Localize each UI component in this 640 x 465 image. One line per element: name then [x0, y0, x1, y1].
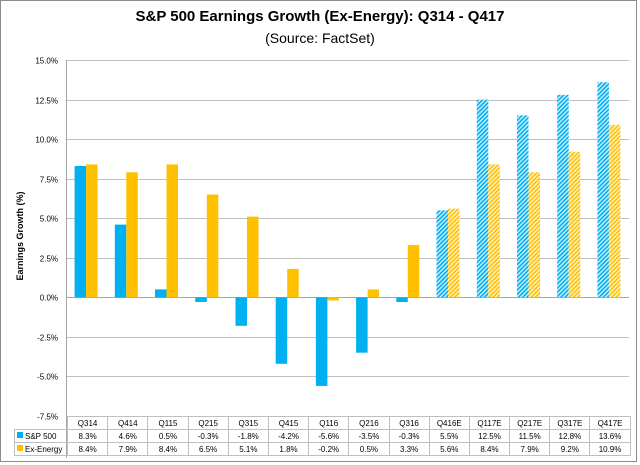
data-table-cell: 5.6% [428, 442, 470, 456]
y-tick-label: -5.0% [37, 373, 58, 382]
bar-ex-energy-q116 [327, 297, 339, 301]
y-tick-label: -2.5% [37, 334, 58, 343]
legend-swatch-ex-energy [17, 445, 23, 452]
bar-ex-energy-q416e [448, 208, 460, 298]
bar-s-p-500-q215 [195, 297, 207, 302]
bar-ex-energy-q414 [126, 172, 138, 298]
data-table-cell: 8.4% [147, 442, 189, 456]
data-table-cell: -5.6% [308, 429, 350, 443]
chart-title: S&P 500 Earnings Growth (Ex-Energy): Q31… [135, 8, 505, 25]
x-tick-label: Q215 [187, 416, 229, 430]
data-table-corner [14, 416, 68, 430]
y-tick-label: 15.0% [35, 57, 58, 66]
data-table-cell: -0.2% [308, 442, 350, 456]
y-tick-label: 5.0% [40, 215, 58, 224]
bar-s-p-500-q116 [315, 297, 328, 386]
data-table-cell: 6.5% [187, 442, 229, 456]
bar-s-p-500-q314 [74, 166, 87, 298]
legend-swatch-sp500 [17, 432, 23, 439]
bar-ex-energy-q215 [206, 194, 219, 298]
data-table-cell: -0.3% [187, 429, 229, 443]
data-table-header-row: Q314 Q414 Q115 Q215 Q315 Q415 Q116 Q216 Q316 Q416… [14, 416, 631, 430]
legend-entry-sp500: S&P 500 [14, 429, 68, 443]
y-tick-label: 10.0% [35, 136, 58, 145]
bar-ex-energy-q314 [86, 164, 98, 298]
data-table-cell: 9.2% [549, 442, 591, 456]
legend-label: Ex-Energy [25, 444, 63, 454]
bar-s-p-500-q414 [114, 224, 127, 298]
data-table-cell: 13.6% [589, 429, 631, 443]
legend-entry-ex-energy: Ex-Energy [14, 442, 68, 456]
bar-s-p-500-q217e [517, 115, 529, 298]
bar-s-p-500-q316 [396, 297, 408, 302]
bar-s-p-500-q216 [356, 297, 368, 353]
x-tick-label: Q117E [468, 416, 511, 430]
chart-subtitle: (Source: FactSet) [265, 30, 375, 46]
y-tick-label: 0.0% [40, 294, 58, 303]
data-table-row: S&P 500 8.3% 4.6% 0.5% -0.3% -1.8% -4.2% -5.6%… [14, 429, 631, 443]
bar-ex-energy-q217e [528, 172, 540, 298]
y-tick-label: 7.5% [40, 176, 58, 185]
x-tick-label: Q417E [589, 416, 631, 430]
data-table-cell: 8.4% [468, 442, 511, 456]
data-table-cell: 4.6% [107, 429, 149, 443]
bar-ex-energy-q417e [608, 124, 621, 298]
data-table: Q314 Q414 Q115 Q215 Q315 Q415 Q116 Q216 Q316 Q416… [14, 416, 631, 456]
bar-ex-energy-q415 [287, 268, 299, 298]
data-table-cell: 11.5% [509, 429, 551, 443]
bars [74, 82, 621, 386]
x-tick-label: Q116 [308, 416, 350, 430]
data-table-cell: -4.2% [267, 429, 310, 443]
gridlines [66, 60, 629, 417]
data-table-cell: 8.3% [66, 429, 109, 443]
data-table-cell: 12.5% [468, 429, 511, 443]
x-tick-label: Q317E [549, 416, 591, 430]
data-table-cell: -3.5% [348, 429, 390, 443]
bar-s-p-500-q417e [597, 82, 609, 298]
bar-ex-energy-q316 [407, 245, 420, 298]
data-table-cell: -0.3% [388, 429, 430, 443]
x-tick-label: Q414 [107, 416, 149, 430]
data-table-cell: 0.5% [348, 442, 390, 456]
x-tick-label: Q217E [509, 416, 551, 430]
bar-ex-energy-q315 [247, 216, 259, 298]
legend-label: S&P 500 [25, 431, 57, 441]
bar-ex-energy-q216 [367, 289, 380, 298]
bar-s-p-500-q117e [476, 99, 489, 298]
data-table-cell: 0.5% [147, 429, 189, 443]
data-table-cell: -1.8% [227, 429, 269, 443]
x-tick-label: Q415 [267, 416, 310, 430]
x-tick-label: Q416E [428, 416, 470, 430]
bar-ex-energy-q317e [568, 151, 581, 298]
data-table-cell: 8.4% [66, 442, 109, 456]
data-table-cell: 10.9% [589, 442, 631, 456]
data-table-cell: 7.9% [509, 442, 551, 456]
bar-s-p-500-q416e [436, 210, 448, 298]
x-tick-label: Q316 [388, 416, 430, 430]
data-table-cell: 5.1% [227, 442, 269, 456]
y-tick-labels: 15.0% 12.5% 10.0% 7.5% 5.0% 2.5% 0.0% -2.5% -5.0… [35, 57, 58, 422]
data-table-cell: 7.9% [107, 442, 149, 456]
bar-ex-energy-q117e [488, 164, 500, 298]
bar-s-p-500-q415 [275, 297, 288, 364]
data-table-row: Ex-Energy 8.4% 7.9% 8.4% 6.5% 5.1% 1.8% -0.2% 0… [14, 442, 631, 456]
bar-ex-energy-q115 [166, 164, 178, 298]
x-tick-label: Q314 [66, 416, 109, 430]
bar-s-p-500-q317e [557, 94, 569, 298]
data-table-cell: 1.8% [267, 442, 310, 456]
x-tick-label: Q315 [227, 416, 269, 430]
data-table-cell: 3.3% [388, 442, 430, 456]
bar-s-p-500-q115 [155, 289, 167, 298]
y-tick-label: 12.5% [35, 97, 58, 106]
bar-s-p-500-q315 [235, 297, 247, 326]
data-table-cell: 5.5% [428, 429, 470, 443]
data-table-cell: 12.8% [549, 429, 591, 443]
x-tick-label: Q115 [147, 416, 189, 430]
x-tick-label: Q216 [348, 416, 390, 430]
y-tick-label: 2.5% [40, 255, 58, 264]
